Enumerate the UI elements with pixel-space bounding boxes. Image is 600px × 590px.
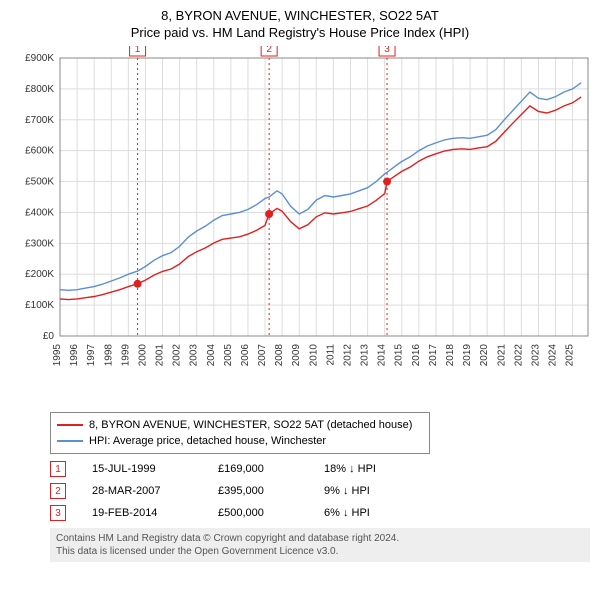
svg-text:2009: 2009 [291,344,302,367]
svg-text:2024: 2024 [548,344,559,367]
sale-price: £169,000 [218,463,298,475]
svg-text:£0: £0 [43,331,55,342]
sales-table: 1 15-JUL-1999 £169,000 18% ↓ HPI 2 28-MA… [50,458,588,524]
legend-label: HPI: Average price, detached house, Winc… [89,435,326,447]
footer: Contains HM Land Registry data © Crown c… [50,528,590,562]
svg-text:2004: 2004 [206,344,217,367]
svg-text:1996: 1996 [69,344,80,367]
sale-diff: 6% ↓ HPI [324,507,424,519]
title-address: 8, BYRON AVENUE, WINCHESTER, SO22 5AT [4,8,596,23]
svg-text:2007: 2007 [257,344,268,367]
svg-text:2001: 2001 [155,344,166,367]
title-subtitle: Price paid vs. HM Land Registry's House … [4,25,596,40]
sale-number-box: 3 [50,505,66,521]
sales-row: 3 19-FEB-2014 £500,000 6% ↓ HPI [50,502,588,524]
svg-text:2016: 2016 [411,344,422,367]
svg-text:2022: 2022 [513,344,524,367]
svg-text:2011: 2011 [325,344,336,366]
svg-text:2014: 2014 [377,344,388,367]
sale-date: 19-FEB-2014 [92,507,192,519]
svg-text:2005: 2005 [223,344,234,367]
sales-row: 1 15-JUL-1999 £169,000 18% ↓ HPI [50,458,588,480]
svg-text:2010: 2010 [308,344,319,367]
legend-item: 8, BYRON AVENUE, WINCHESTER, SO22 5AT (d… [57,417,423,433]
svg-text:1999: 1999 [120,344,131,367]
svg-text:£500K: £500K [25,177,54,188]
footer-line: This data is licensed under the Open Gov… [56,545,584,558]
svg-text:2019: 2019 [462,344,473,367]
sale-diff: 9% ↓ HPI [324,485,424,497]
svg-text:2023: 2023 [530,344,541,367]
svg-text:2017: 2017 [428,344,439,367]
title-block: 8, BYRON AVENUE, WINCHESTER, SO22 5AT Pr… [4,8,596,40]
svg-text:2006: 2006 [240,344,251,367]
svg-text:2003: 2003 [189,344,200,367]
svg-text:2002: 2002 [172,344,183,367]
svg-text:2012: 2012 [342,344,353,367]
legend: 8, BYRON AVENUE, WINCHESTER, SO22 5AT (d… [50,412,430,454]
svg-text:£400K: £400K [25,207,54,218]
svg-text:£600K: £600K [25,146,54,157]
svg-text:£300K: £300K [25,238,54,249]
sale-price: £500,000 [218,507,298,519]
page: 8, BYRON AVENUE, WINCHESTER, SO22 5AT Pr… [0,0,600,566]
svg-text:£200K: £200K [25,269,54,280]
svg-text:2020: 2020 [479,344,490,367]
svg-text:2015: 2015 [394,344,405,367]
svg-text:2018: 2018 [445,344,456,367]
svg-text:1995: 1995 [52,344,63,367]
sale-price: £395,000 [218,485,298,497]
legend-swatch [57,424,83,426]
svg-text:1: 1 [135,46,141,55]
svg-text:2025: 2025 [565,344,576,367]
chart: £0 £100K £200K £300K £400K £500K £600K £700K £80… [4,46,596,406]
svg-text:3: 3 [384,46,390,55]
legend-label: 8, BYRON AVENUE, WINCHESTER, SO22 5AT (d… [89,419,412,431]
svg-text:1997: 1997 [86,344,97,367]
footer-line: Contains HM Land Registry data © Crown c… [56,532,584,545]
svg-text:1998: 1998 [103,344,114,367]
svg-text:2: 2 [266,46,272,55]
svg-text:£900K: £900K [25,53,54,64]
chart-svg: £0 £100K £200K £300K £400K £500K £600K £700K £80… [4,46,596,406]
sale-diff: 18% ↓ HPI [324,463,424,475]
legend-swatch [57,440,83,442]
svg-text:£100K: £100K [25,300,54,311]
sale-date: 28-MAR-2007 [92,485,192,497]
svg-text:2008: 2008 [274,344,285,367]
sale-number-box: 2 [50,483,66,499]
svg-text:2013: 2013 [360,344,371,367]
svg-text:2000: 2000 [137,344,148,367]
svg-text:£800K: £800K [25,84,54,95]
legend-item: HPI: Average price, detached house, Winc… [57,433,423,449]
sale-date: 15-JUL-1999 [92,463,192,475]
sale-number-box: 1 [50,461,66,477]
sales-row: 2 28-MAR-2007 £395,000 9% ↓ HPI [50,480,588,502]
svg-text:2021: 2021 [496,344,507,367]
svg-text:£700K: £700K [25,115,54,126]
